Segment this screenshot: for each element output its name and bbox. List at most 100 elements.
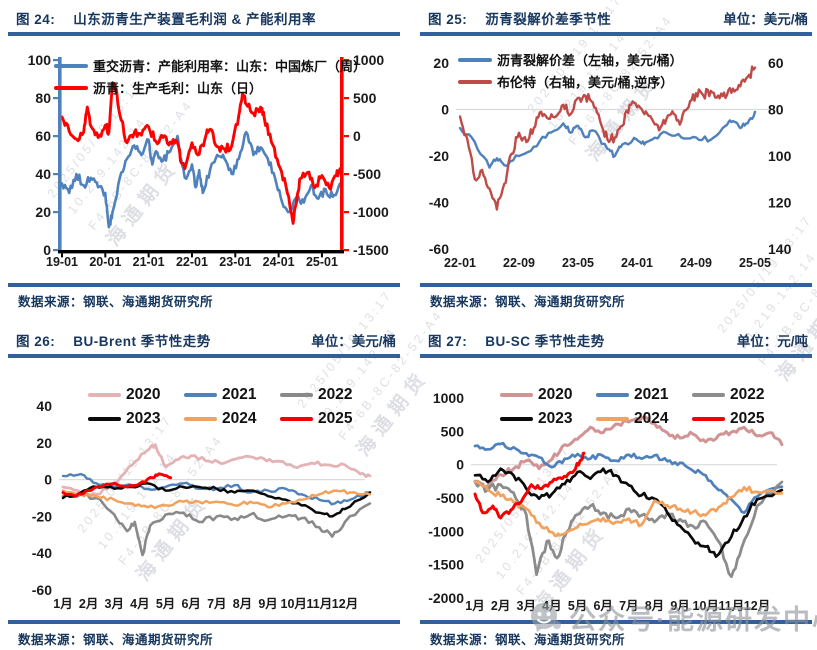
panel-header: 图 24: 山东沥青生产装置毛利润 & 产能利用率 (8, 8, 400, 30)
y-tick-label: -40 (429, 195, 449, 211)
legend-item-2021: 2021 (596, 386, 692, 404)
x-tick-label: 1月 (465, 599, 484, 613)
y-tick-label: -20 (32, 508, 52, 524)
y-tick-label: 500 (441, 423, 465, 439)
x-tick-label: 20-01 (89, 255, 121, 269)
y-tick-label: 1000 (433, 390, 464, 406)
right-axis-tick (344, 211, 349, 214)
y2-tick-label: 60 (768, 55, 784, 71)
figure-unit: 单位：美元/桶 (311, 334, 396, 349)
series-line-2025 (61, 472, 173, 498)
left-axis-tick (53, 249, 58, 252)
header-rule (8, 354, 400, 358)
x-tick-label: 9月 (670, 599, 689, 613)
wechat-watermark-text: 公众号·能源研发中心 (569, 605, 817, 635)
y-tick-label: 80 (35, 90, 51, 106)
right-axis-tick (344, 173, 349, 176)
y-tick-label: 20 (433, 55, 449, 71)
y-tick-label: 0 (456, 457, 464, 473)
legend-label: 沥青：生产毛利：山东（日） (93, 81, 263, 96)
x-tick-label: 24-09 (680, 256, 712, 270)
x-tick-label: 9月 (258, 597, 277, 611)
series-line-2022 (473, 480, 784, 579)
legend-swatch (184, 393, 217, 397)
series-line-重交沥青：产能利用率：山东：中国炼厂（周） (60, 130, 342, 229)
x-tick-label: 10月 (281, 597, 307, 611)
x-tick-label: 8月 (645, 599, 664, 613)
y-tick-label: 40 (35, 166, 51, 182)
data-source: 数据来源：钢联、海通期货研究所 (430, 295, 626, 309)
legend-item-2022: 2022 (692, 386, 788, 404)
figure-label: 图 26: (16, 334, 56, 349)
figure-label: 图 25: (428, 12, 468, 27)
x-tick-label: 11月 (719, 599, 745, 613)
series-line-2024 (61, 489, 372, 510)
legend-label: 2020 (538, 386, 573, 403)
legend-swatch (184, 417, 217, 421)
figure-title: 沥青裂解价差季节性 (485, 12, 612, 27)
y2-tick-label: -1000 (353, 204, 389, 220)
legend-item-2021: 2021 (184, 386, 280, 404)
legend-label: 2022 (730, 386, 765, 403)
y-tick-label: -500 (436, 490, 464, 506)
legend-swatch (596, 417, 629, 421)
legend-3: 2020 2021 2022 2023 2024 2025 (500, 386, 788, 428)
series-line-2021 (473, 441, 784, 515)
y-tick-label: -1000 (428, 523, 464, 539)
y-tick-label: -60 (32, 582, 52, 598)
data-source: 数据来源：钢联、海通期货研究所 (18, 295, 214, 309)
legend-label: 2024 (634, 410, 669, 427)
figure-title: 山东沥青生产装置毛利润 & 产能利用率 (73, 12, 317, 27)
wechat-watermark: 公众号·能源研发中心 (528, 598, 817, 637)
y-tick-label: -2000 (428, 590, 464, 606)
legend-swatch (54, 63, 88, 68)
y-tick-label: -40 (32, 545, 52, 561)
y-tick-label: 20 (36, 435, 52, 451)
data-source: 数据来源：钢联、海通期货研究所 (430, 633, 626, 647)
x-tick-label: 2月 (491, 599, 510, 613)
right-axis-spine (340, 57, 344, 253)
bottom-axis-tick (104, 253, 107, 258)
x-tick-label: 24-01 (621, 256, 653, 270)
x-tick-label: 3月 (517, 599, 536, 613)
figure-unit: 单位：美元/桶 (723, 12, 808, 27)
legend-swatch (280, 417, 313, 421)
y2-tick-label: 120 (768, 195, 792, 211)
x-tick-label: 5月 (156, 597, 175, 611)
y2-tick-label: 1000 (353, 52, 384, 68)
panel-fig26: 图 26: BU-Brent 季节性走势 单位：美元/桶 40 20 0 -20 -40… (8, 330, 400, 648)
legend-item-沥青裂解价差（左轴，美元/桶）: 沥青裂解价差（左轴，美元/桶） (458, 50, 683, 69)
panel-fig24: 图 24: 山东沥青生产装置毛利润 & 产能利用率 0 20 40 60 80 100 10… (8, 8, 400, 326)
header-rule (8, 32, 400, 36)
x-tick-label: 5月 (568, 599, 587, 613)
legend-item-布伦特（右轴，美元/桶,逆序）: 布伦特（右轴，美元/桶,逆序） (458, 72, 683, 91)
x-tick-label: 11月 (307, 597, 333, 611)
y2-tick-label: 80 (768, 102, 784, 118)
series-line-布伦特（右轴，美元/桶,逆序） (458, 65, 757, 211)
data-source: 数据来源：钢联、海通期货研究所 (18, 633, 214, 647)
legend-2: 2020 2021 2022 2023 2024 2025 (88, 386, 376, 428)
y-tick-label: -1500 (428, 557, 464, 573)
y2-tick-label: -1500 (353, 242, 389, 258)
legend-label: 2022 (318, 386, 353, 403)
legend-label: 2025 (318, 410, 353, 427)
legend-swatch (88, 417, 121, 421)
series-line-2025 (473, 451, 586, 520)
legend-label: 沥青裂解价差（左轴，美元/桶） (497, 53, 683, 68)
bottom-axis-tick (190, 253, 193, 258)
legend-item-2020: 2020 (88, 386, 184, 404)
legend-label: 2023 (538, 410, 573, 427)
legend-item-2022: 2022 (280, 386, 376, 404)
series-line-2023 (473, 467, 784, 559)
footer-rule (420, 283, 812, 287)
footer-rule (8, 283, 400, 287)
y-tick-label: 60 (35, 128, 51, 144)
legend-item-重交沥青：产能利用率：山东：中国炼厂（周）: 重交沥青：产能利用率：山东：中国炼厂（周） (54, 56, 366, 75)
series-line-2020 (61, 443, 372, 497)
x-tick-label: 22-01 (176, 255, 208, 269)
y-tick-label: 100 (28, 52, 52, 68)
figure-label: 图 24: (16, 12, 56, 27)
left-axis-tick (53, 173, 58, 176)
